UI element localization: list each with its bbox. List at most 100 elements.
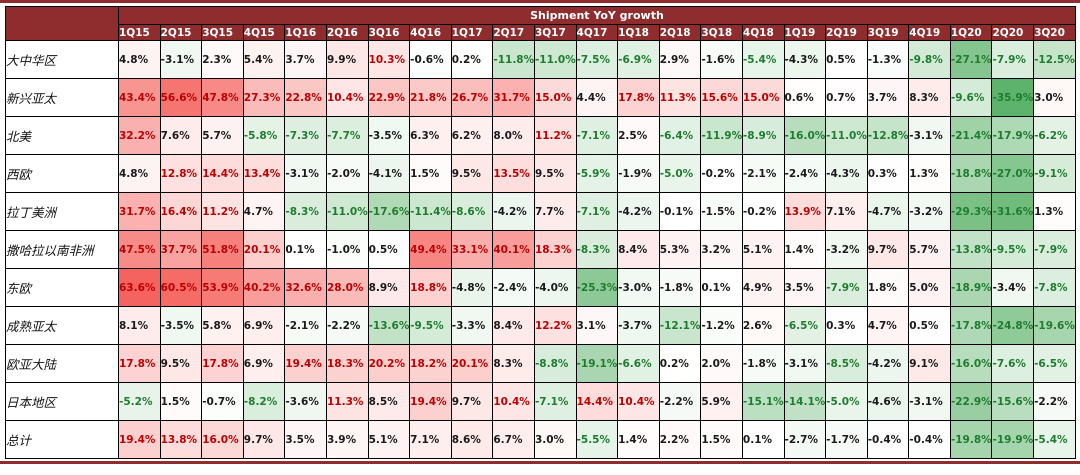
value-cell: -7.9%: [825, 268, 868, 307]
table-title: Shipment YoY growth: [118, 6, 1076, 25]
value-cell: 19.4%: [118, 420, 161, 459]
value-cell: -31.6%: [991, 192, 1035, 231]
value-cell: -1.2%: [700, 306, 743, 345]
value-cell: -7.1%: [533, 382, 577, 421]
value-cell: 18.2%: [409, 344, 452, 383]
value-cell: 6.9%: [242, 306, 286, 345]
value-cell: 2.5%: [617, 116, 660, 155]
value-cell: -17.9%: [991, 116, 1035, 155]
value-cell: 10.4%: [492, 382, 535, 421]
value-cell: -12.5%: [1033, 40, 1076, 79]
value-cell: 6.2%: [450, 116, 494, 155]
value-cell: -9.8%: [908, 40, 951, 79]
value-cell: 17.8%: [201, 344, 244, 383]
column-header-1Q20: 1Q20: [949, 24, 993, 41]
value-cell: -17.8%: [949, 306, 993, 345]
value-cell: -13.8%: [949, 230, 993, 269]
value-cell: 6.9%: [242, 344, 286, 383]
value-cell: 5.4%: [242, 40, 286, 79]
value-cell: 15.0%: [533, 78, 577, 117]
value-cell: 11.3%: [325, 382, 369, 421]
table-row: 东欧 63.6% 60.5% 53.9% 40.2% 32.6% 28.0% 8.9% 18.8…: [5, 268, 1076, 307]
value-cell: 0.1%: [284, 230, 327, 269]
value-cell: 14.4%: [201, 154, 244, 193]
value-cell: -3.0%: [617, 268, 660, 307]
value-cell: 2.6%: [741, 306, 785, 345]
value-cell: -4.0%: [533, 268, 577, 307]
value-cell: -6.5%: [1033, 344, 1076, 383]
value-cell: 3.1%: [575, 306, 619, 345]
value-cell: 3.2%: [700, 230, 743, 269]
value-cell: 3.5%: [284, 420, 327, 459]
value-cell: -3.1%: [783, 344, 827, 383]
value-cell: 5.7%: [201, 116, 244, 155]
value-cell: -22.9%: [949, 382, 993, 421]
column-header-2Q17: 2Q17: [492, 24, 535, 41]
value-cell: -1.5%: [700, 192, 743, 231]
value-cell: 7.6%: [159, 116, 203, 155]
value-cell: 27.3%: [242, 78, 286, 117]
value-cell: 20.1%: [450, 344, 494, 383]
value-cell: -8.3%: [284, 192, 327, 231]
value-cell: 9.7%: [866, 230, 910, 269]
column-header-2Q15: 2Q15: [159, 24, 203, 41]
value-cell: -3.2%: [825, 230, 868, 269]
value-cell: -1.8%: [741, 344, 785, 383]
value-cell: -6.5%: [783, 306, 827, 345]
table-row: 北美 32.2% 7.6% 5.7% -5.8% -7.3% -7.7% -3.5% 6.3% 6…: [5, 116, 1076, 155]
value-cell: 16.4%: [159, 192, 203, 231]
value-cell: -3.1%: [908, 382, 951, 421]
value-cell: -19.6%: [1033, 306, 1076, 345]
value-cell: 5.1%: [367, 420, 411, 459]
value-cell: 0.6%: [783, 78, 827, 117]
value-cell: 31.7%: [492, 78, 535, 117]
value-cell: -19.1%: [575, 344, 619, 383]
value-cell: 53.9%: [201, 268, 244, 307]
value-cell: -6.9%: [617, 40, 660, 79]
value-cell: -15.6%: [991, 382, 1035, 421]
value-cell: -3.5%: [367, 116, 411, 155]
value-cell: 4.4%: [575, 78, 619, 117]
value-cell: -5.0%: [825, 382, 868, 421]
value-cell: -16.0%: [949, 344, 993, 383]
value-cell: 19.4%: [409, 382, 452, 421]
value-cell: -7.6%: [991, 344, 1035, 383]
row-label: 大中华区: [5, 40, 119, 79]
value-cell: -6.4%: [658, 116, 702, 155]
table-row: 新兴亚太 43.4% 56.6% 47.8% 27.3% 22.8% 10.4% 22.9% 2…: [5, 78, 1076, 117]
value-cell: 7.7%: [533, 192, 577, 231]
value-cell: -17.6%: [367, 192, 411, 231]
value-cell: -4.3%: [783, 40, 827, 79]
value-cell: -5.5%: [575, 420, 619, 459]
value-cell: 32.2%: [118, 116, 161, 155]
value-cell: 8.6%: [450, 420, 494, 459]
value-cell: 3.0%: [1033, 78, 1076, 117]
value-cell: 8.3%: [908, 78, 951, 117]
value-cell: 14.4%: [575, 382, 619, 421]
value-cell: 0.5%: [367, 230, 411, 269]
value-cell: 5.0%: [908, 268, 951, 307]
value-cell: 56.6%: [159, 78, 203, 117]
value-cell: -7.3%: [284, 116, 327, 155]
table-body: 大中华区 4.8% -3.1% 2.3% 5.4% 3.7% 9.9% 10.3% -0.6% 0…: [5, 40, 1076, 459]
value-cell: 11.2%: [533, 116, 577, 155]
value-cell: -29.3%: [949, 192, 993, 231]
value-cell: 0.5%: [908, 306, 951, 345]
value-cell: 2.2%: [658, 420, 702, 459]
value-cell: -6.6%: [617, 344, 660, 383]
value-cell: 2.0%: [700, 344, 743, 383]
value-cell: 3.7%: [284, 40, 327, 79]
value-cell: 31.7%: [118, 192, 161, 231]
value-cell: -2.0%: [325, 154, 369, 193]
column-header-1Q18: 1Q18: [617, 24, 660, 41]
value-cell: -0.7%: [201, 382, 244, 421]
shipment-yoy-heatmap-table: Shipment YoY growth 1Q15 2Q15 3Q15 4Q15 1Q16 2…: [5, 6, 1076, 459]
value-cell: -35.9%: [991, 78, 1035, 117]
value-cell: 9.7%: [450, 382, 494, 421]
value-cell: -18.9%: [949, 268, 993, 307]
value-cell: 63.6%: [118, 268, 161, 307]
value-cell: -2.2%: [325, 306, 369, 345]
value-cell: -8.6%: [450, 192, 494, 231]
column-header-1Q16: 1Q16: [284, 24, 327, 41]
value-cell: 0.3%: [825, 306, 868, 345]
